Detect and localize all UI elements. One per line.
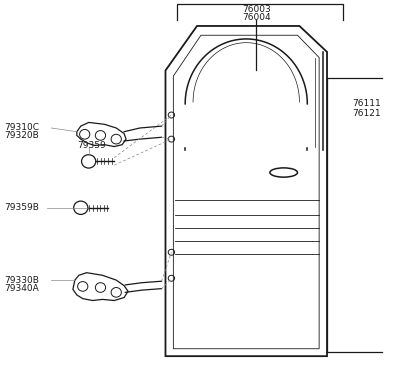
Text: 79359: 79359 <box>77 141 106 150</box>
Text: 79320B: 79320B <box>4 131 39 140</box>
Text: 76003: 76003 <box>242 5 270 14</box>
Text: 76111: 76111 <box>352 99 381 108</box>
Text: 79359B: 79359B <box>4 203 39 212</box>
Text: 76121: 76121 <box>352 109 381 118</box>
Text: 79330B: 79330B <box>4 276 39 285</box>
Text: 79310C: 79310C <box>4 124 39 132</box>
Text: 76004: 76004 <box>242 13 270 22</box>
Text: 79340A: 79340A <box>4 284 39 293</box>
